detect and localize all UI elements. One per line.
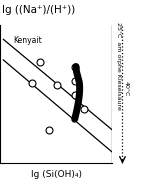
Text: lg (Si(OH)₄): lg (Si(OH)₄) [31, 170, 82, 179]
Text: 40°C: 40°C [124, 81, 129, 97]
Text: lg ((Na⁺)/(H⁺)): lg ((Na⁺)/(H⁺)) [2, 5, 75, 14]
Text: 25°C  am orphe Kieselsäure: 25°C am orphe Kieselsäure [116, 22, 121, 110]
Text: Kenyait: Kenyait [13, 36, 42, 45]
